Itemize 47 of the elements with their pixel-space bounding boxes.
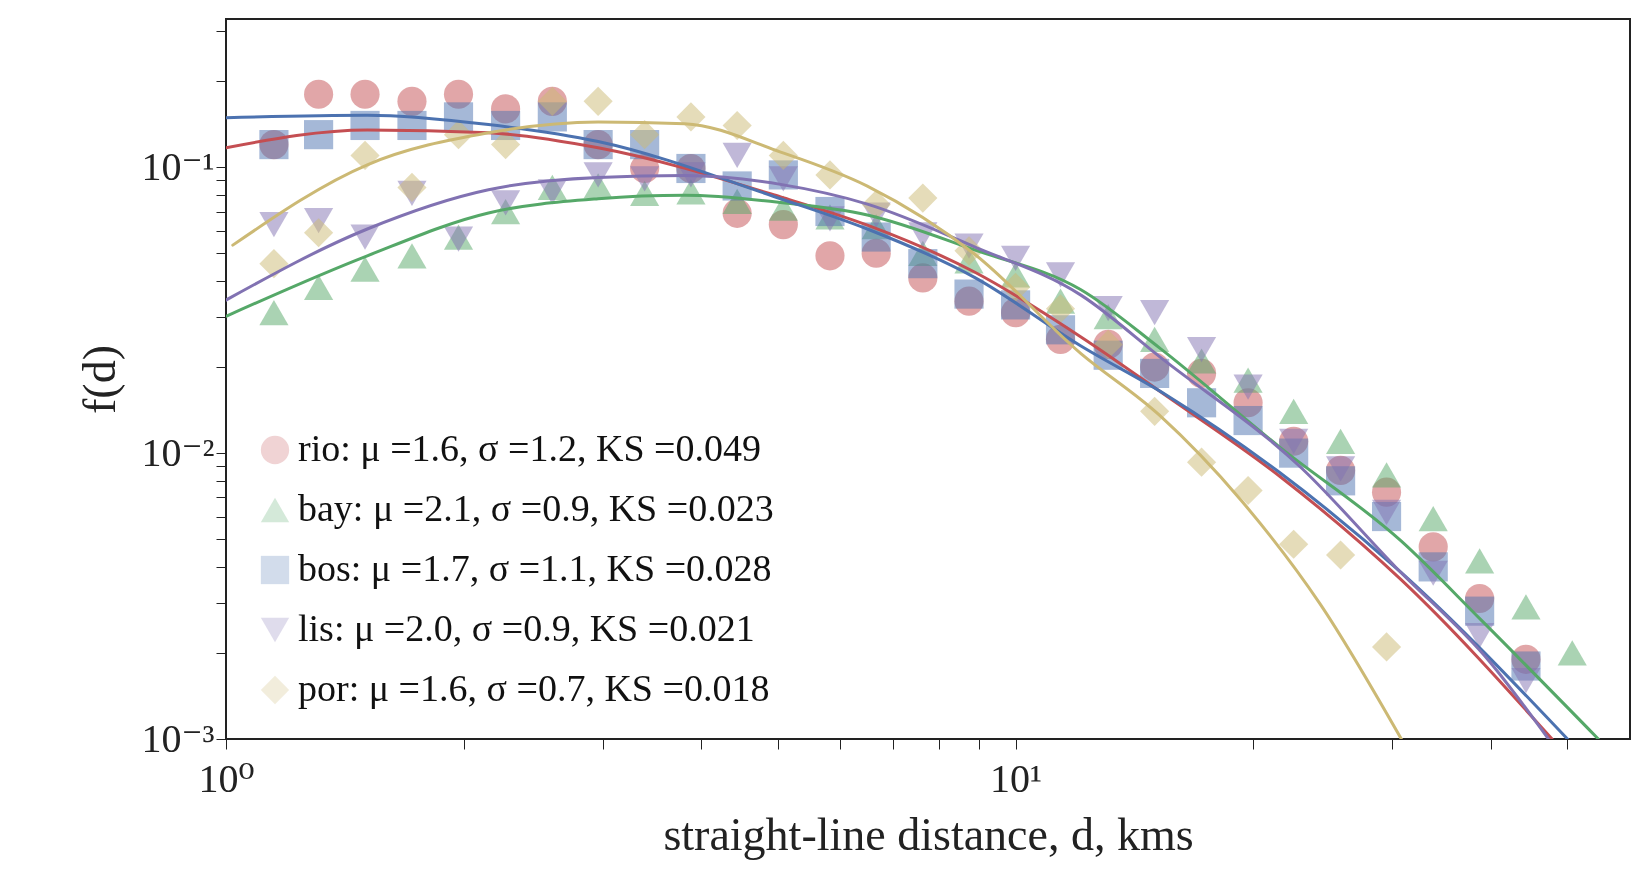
point <box>630 120 660 150</box>
point <box>1418 506 1448 532</box>
point <box>397 243 427 269</box>
point <box>304 79 334 109</box>
point <box>1326 540 1356 570</box>
point <box>954 279 984 309</box>
point <box>1279 398 1309 424</box>
point <box>1140 300 1170 326</box>
point <box>1233 374 1263 400</box>
point <box>259 300 289 326</box>
point <box>583 162 613 188</box>
point <box>1557 640 1587 666</box>
legend-label: bay: μ =2.1, σ =0.9, KS =0.023 <box>298 487 774 529</box>
y-axis-title: f(d) <box>74 345 126 414</box>
point <box>1186 337 1217 363</box>
point <box>768 166 798 192</box>
point <box>1279 529 1309 559</box>
legend-label: rio: μ =1.6, σ =1.2, KS =0.049 <box>298 427 761 469</box>
point <box>1465 548 1495 574</box>
point <box>908 183 938 213</box>
point <box>1511 668 1541 694</box>
y-tick-label: 10⁻¹ <box>141 143 215 189</box>
point <box>815 241 845 271</box>
point <box>722 110 752 141</box>
legend-label: bos: μ =1.7, σ =1.1, KS =0.028 <box>298 547 772 589</box>
point <box>1045 294 1076 324</box>
legend-label: por: μ =1.6, σ =0.7, KS =0.018 <box>298 667 770 709</box>
point <box>722 142 752 169</box>
point <box>350 79 380 109</box>
point <box>304 218 334 248</box>
point <box>304 274 334 300</box>
point <box>350 256 380 282</box>
point <box>397 172 427 202</box>
legend-label: lis: μ =2.0, σ =0.9, KS =0.021 <box>298 607 755 649</box>
point <box>491 190 521 216</box>
point <box>1233 475 1263 506</box>
y-tick-label: 10⁻² <box>141 429 215 475</box>
x-axis-title: straight-line distance, d, kms <box>663 808 1194 860</box>
point <box>491 130 521 160</box>
x-tick-label: 10¹ <box>990 755 1043 801</box>
point <box>1511 594 1541 620</box>
point <box>350 140 380 170</box>
point <box>1326 428 1356 454</box>
point <box>1371 632 1402 662</box>
point <box>1371 499 1402 526</box>
point <box>1371 462 1402 488</box>
point <box>583 86 613 116</box>
